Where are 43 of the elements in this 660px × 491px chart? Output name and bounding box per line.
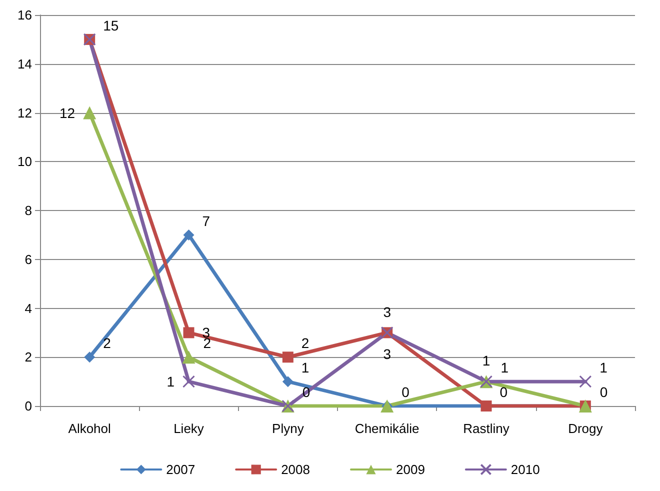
data-label: 1 (166, 374, 175, 390)
data-label: 12 (60, 104, 76, 121)
x-tick-label: Rastliny (463, 421, 510, 436)
data-label: 0 (500, 384, 508, 400)
y-tick-label: 0 (24, 398, 32, 414)
y-tick-label: 6 (24, 252, 32, 267)
point (579, 375, 592, 388)
data-label: 1 (500, 360, 509, 376)
point (182, 375, 195, 388)
x-tick-label: Plyny (272, 421, 304, 436)
y-tick-label: 14 (18, 56, 32, 72)
legend-label: 2010 (510, 462, 540, 477)
data-label: 0 (600, 384, 608, 400)
point (182, 350, 196, 364)
point (282, 352, 294, 363)
y-tick-label: 12 (18, 105, 32, 120)
legend-label: 2007 (166, 462, 196, 477)
x-tick-label: Chemikálie (354, 421, 420, 436)
point (282, 376, 294, 388)
x-tick-label: Alkohol (68, 421, 112, 436)
data-label: 3 (383, 346, 392, 362)
data-label: 1 (482, 352, 490, 368)
y-tick-label: 16 (18, 8, 32, 22)
data-label: 2 (103, 335, 112, 352)
point (83, 106, 96, 120)
y-tick-label: 4 (24, 300, 32, 316)
x-tick-label: Lieky (174, 421, 204, 436)
point (84, 352, 96, 363)
data-label: 7 (202, 212, 210, 229)
data-label: 15 (103, 17, 119, 34)
data-label: 1 (301, 360, 310, 376)
point (183, 327, 194, 338)
point (183, 229, 194, 240)
x-tick-label: Drogy (568, 421, 604, 436)
y-tick-label: 8 (24, 203, 32, 218)
data-label: 3 (383, 304, 392, 320)
legend-label: 2009 (396, 462, 425, 477)
y-tick-label: 10 (18, 154, 32, 170)
data-label: 2 (301, 335, 310, 352)
data-label: 0 (402, 384, 410, 400)
y-tick-label: 2 (24, 350, 32, 365)
legend-label: 2008 (281, 462, 310, 477)
data-label: 1 (600, 360, 608, 376)
